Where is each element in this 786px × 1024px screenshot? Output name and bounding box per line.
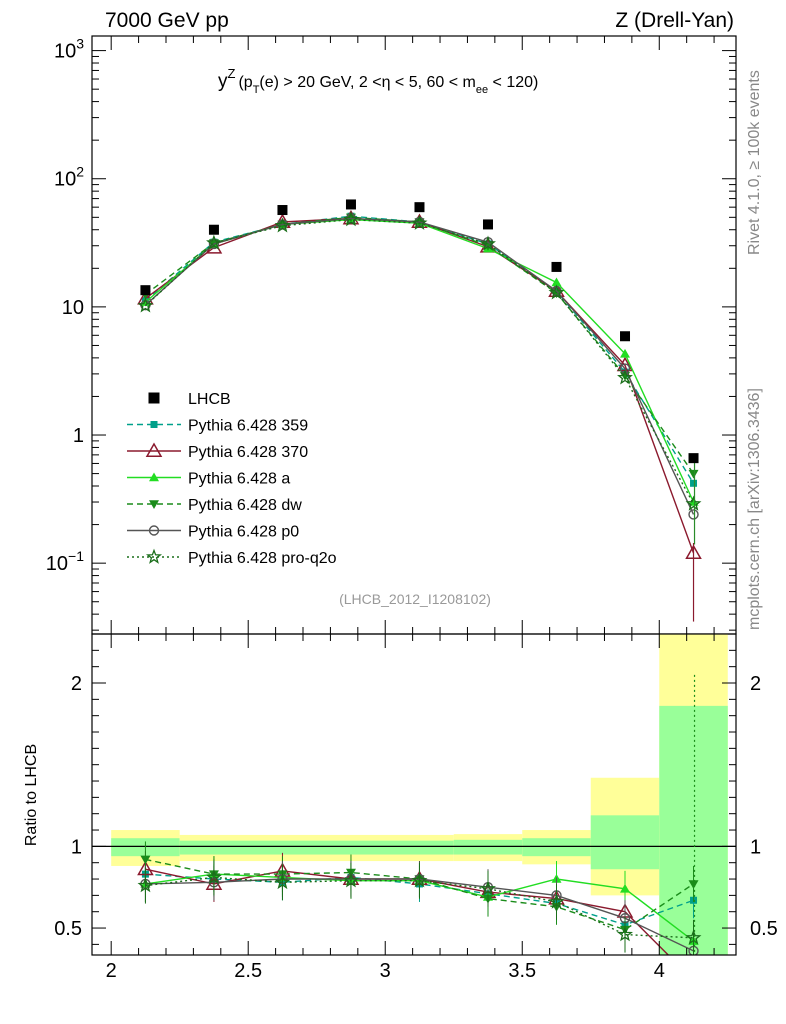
ratio-point-pa <box>620 883 631 893</box>
legend-label-pdw: Pythia 6.428 dw <box>188 497 302 514</box>
data-point <box>345 199 356 210</box>
legend-marker-data <box>148 392 160 404</box>
data-point <box>414 202 425 213</box>
legend-marker-pa <box>149 472 159 482</box>
analysis-id: (LHCB_2012_I1208102) <box>339 591 491 607</box>
x-tick-label: 4 <box>654 960 665 982</box>
legend-marker-p370 <box>145 442 163 457</box>
header-energy: 7000 GeV pp <box>105 9 229 32</box>
point-pq2o <box>343 211 359 227</box>
ratio-y-tick-label: 1 <box>71 836 82 858</box>
mcplots-credit: mcplots.cern.ch [arXiv:1306.3436] <box>746 388 763 630</box>
point-pq2o <box>685 495 702 511</box>
data-point <box>620 331 631 342</box>
ratio-y-tick-label-right: 0.5 <box>750 918 778 940</box>
main-panel: 10−1 1 10 102 103 <box>46 35 737 635</box>
series-line-p359 <box>144 215 695 484</box>
ratio-point-pq2o <box>685 929 702 945</box>
ratio-point-pq2o <box>206 869 222 885</box>
point-pq2o <box>411 214 428 230</box>
ratio-line-pq2o <box>145 876 694 939</box>
ratio-point-pdw <box>688 880 699 889</box>
ratio-y-tick-label: 0.5 <box>54 918 82 940</box>
uncertainty-band-inner <box>453 839 523 855</box>
ratio-frame <box>91 633 737 956</box>
point-pa <box>551 277 562 287</box>
point-pq2o <box>617 369 633 385</box>
x-tick-label: 2.5 <box>234 960 262 982</box>
x-tick-label: 2 <box>106 960 117 982</box>
uncertainty-band-inner <box>590 815 660 870</box>
point-pq2o <box>480 235 496 251</box>
ratio-y-tick-label: 2 <box>71 673 82 695</box>
y-tick-label: 1 <box>73 425 84 447</box>
point-pp0 <box>688 509 699 520</box>
ratio-point-pq2o <box>343 872 359 888</box>
data-point <box>277 205 288 216</box>
ratio-y-tick-label-right: 1 <box>750 836 761 858</box>
legend-label-data: LHCB <box>188 391 231 408</box>
legend-label-pa: Pythia 6.428 a <box>188 471 290 488</box>
point-p359 <box>690 479 698 487</box>
ratio-point-pq2o <box>411 872 428 888</box>
y-tick-label: 103 <box>54 36 84 63</box>
x-tick-label: 3.5 <box>508 960 536 982</box>
legend-label-pp0: Pythia 6.428 p0 <box>188 524 299 541</box>
legend-marker-pp0 <box>148 525 160 536</box>
point-pdw <box>551 289 562 299</box>
x-tick-label: 3 <box>380 960 391 982</box>
point-pq2o <box>137 297 154 313</box>
point-pq2o <box>548 284 565 300</box>
ratio-point-pq2o <box>274 873 291 890</box>
data-point <box>140 285 151 296</box>
point-pp0 <box>208 238 220 250</box>
series-line-pq2o <box>144 218 695 505</box>
ratio-point-pq2o <box>137 877 154 893</box>
header-process: Z (Drell-Yan) <box>615 9 734 32</box>
data-point <box>482 219 493 230</box>
legend-marker-pq2o <box>146 548 162 564</box>
ratio-point-pq2o <box>480 880 496 896</box>
legend-label-p370: Pythia 6.428 370 <box>188 444 308 461</box>
uncertainty-band-inner <box>179 840 454 855</box>
point-pa <box>688 497 699 506</box>
legend-label-p359: Pythia 6.428 359 <box>188 418 308 435</box>
legend: LHCB Pythia 6.428 359 Pythia 6.428 370 Pyth… <box>127 391 337 567</box>
ratio-point-pq2o <box>548 893 565 909</box>
ratio-y-tick-label-right: 2 <box>750 673 761 695</box>
y-tick-label: 10 <box>62 297 84 319</box>
uncertainty-band-inner <box>522 838 591 857</box>
y-tick-label: 102 <box>54 164 84 191</box>
rivet-version: Rivet 4.1.0, ≥ 100k events <box>746 70 763 255</box>
ratio-panel: 0.5 0.5 1 1 2 2 2 2.5 3 3.5 4 <box>54 633 778 982</box>
data-point <box>208 224 219 235</box>
y-tick-label: 10−1 <box>46 548 84 575</box>
data-point <box>688 453 699 464</box>
ratio-point-pq2o <box>617 926 633 942</box>
point-pq2o <box>206 234 222 250</box>
legend-marker-pdw <box>149 500 159 509</box>
legend-marker-p359 <box>150 421 158 428</box>
ratio-point-pdw <box>140 855 151 865</box>
ratio-ylabel: Ratio to LHCB <box>23 744 40 846</box>
data-point <box>551 261 562 272</box>
legend-label-pq2o: Pythia 6.428 pro-q2o <box>188 550 337 567</box>
point-pdw <box>688 469 699 479</box>
point-pq2o <box>274 217 291 233</box>
point-pa <box>620 348 631 358</box>
ratio-series-group <box>137 674 702 955</box>
plot-label: yZ(pT(e) > 20 GeV, 2 <η < 5, 60 < mee < … <box>218 66 538 96</box>
